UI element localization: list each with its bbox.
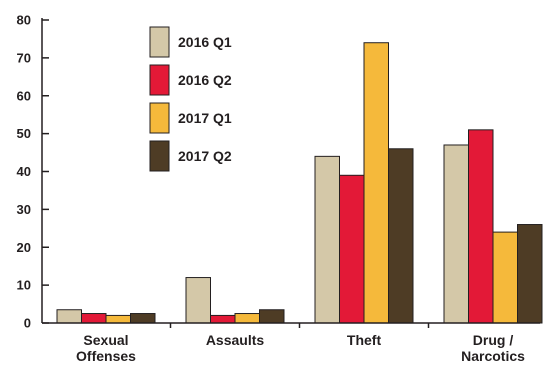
x-tick-label: Assaults [206,332,265,348]
y-tick-label: 0 [24,316,31,331]
legend-swatch [149,26,170,58]
axes-layer: Sexual Offenses Assaults Theft Drug / Narcoti… [17,13,540,364]
bar-sexual-offenses-2017-q2 [130,313,156,324]
y-tick-label: 20 [17,240,31,255]
bar-theft-2017-q1 [363,42,389,324]
bar-sexual-offenses-2016-q2 [81,313,107,324]
bars-layer [56,42,543,324]
legend-swatch [149,140,170,172]
x-tick-label: Sexual Offenses [76,332,136,364]
bar-drug-narcotics-2017-q1 [492,231,518,324]
y-tick-label: 80 [17,13,31,28]
y-tick-label: 70 [17,50,31,65]
y-tick-label: 40 [17,164,31,179]
bar-assaults-2017-q2 [259,309,285,324]
legend-swatch [149,64,170,96]
bar-sexual-offenses-2016-q1 [56,309,82,324]
bar-assaults-2016-q1 [185,277,211,324]
legend-label: 2016 Q1 [178,34,232,50]
y-tick-label: 30 [17,202,31,217]
legend-label: 2016 Q2 [178,72,232,88]
y-tick-label: 50 [17,126,31,141]
legend-swatch [149,102,170,134]
bar-theft-2017-q2 [388,148,414,324]
legend-label: 2017 Q2 [178,148,232,164]
bar-theft-2016-q1 [314,155,340,324]
bar-drug-narcotics-2017-q2 [517,224,543,324]
bar-assaults-2017-q1 [234,313,260,324]
legend-label: 2017 Q1 [178,110,232,126]
bar-sexual-offenses-2017-q1 [105,314,131,324]
y-tick-label: 60 [17,88,31,103]
bar-assaults-2016-q2 [210,314,236,324]
legend: 2016 Q1 2016 Q2 2017 Q1 2017 Q2 [149,26,232,172]
bar-theft-2016-q2 [339,174,365,324]
x-tick-label: Drug / Narcotics [461,332,525,364]
bar-drug-narcotics-2016-q2 [468,129,494,324]
y-tick-label: 10 [17,278,31,293]
x-tick-label: Theft [347,332,382,348]
bar-drug-narcotics-2016-q1 [443,144,469,324]
